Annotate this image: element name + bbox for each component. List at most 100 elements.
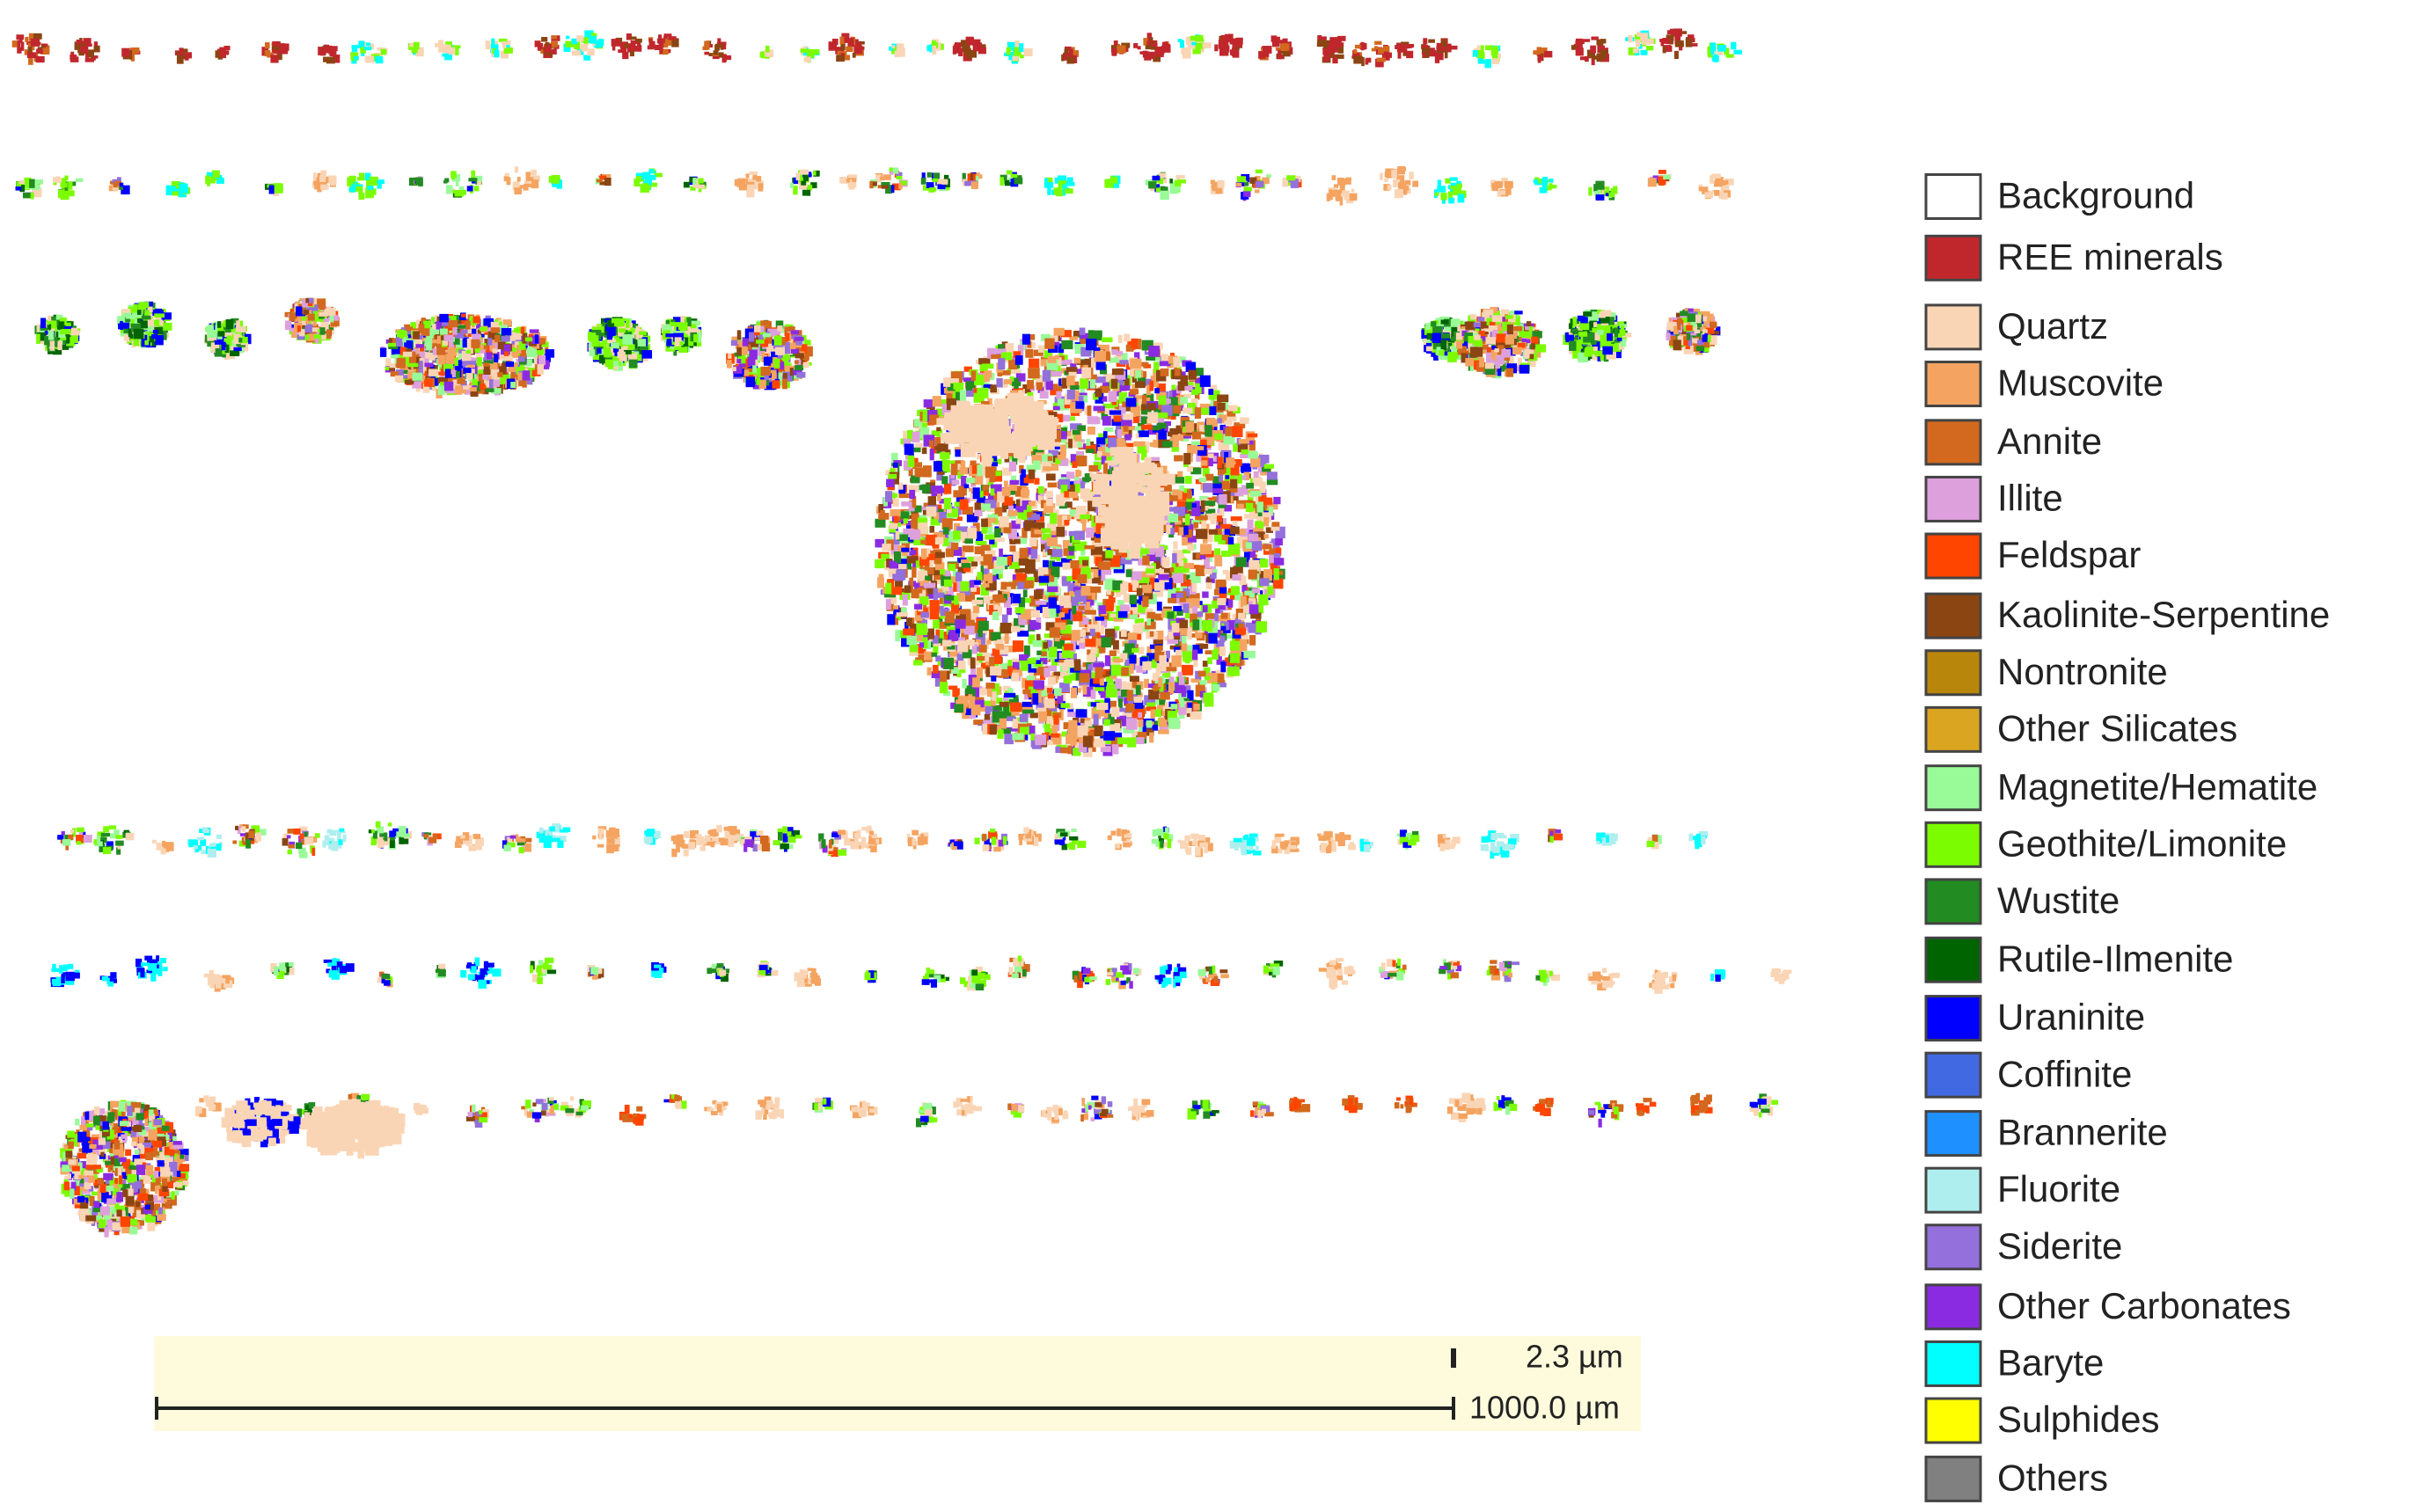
particle bbox=[1694, 836, 1702, 844]
particle bbox=[1710, 973, 1715, 982]
particle bbox=[1156, 51, 1164, 57]
particle bbox=[599, 181, 607, 186]
particle bbox=[1458, 1113, 1468, 1119]
particle bbox=[379, 832, 388, 840]
particle bbox=[502, 40, 507, 49]
particle bbox=[321, 332, 326, 340]
particle bbox=[663, 43, 669, 48]
particle bbox=[1553, 833, 1563, 841]
particle bbox=[678, 322, 688, 331]
particle bbox=[1446, 1106, 1453, 1114]
particle bbox=[1346, 969, 1356, 975]
particle bbox=[217, 331, 225, 337]
particle bbox=[1573, 43, 1583, 48]
particle bbox=[1501, 850, 1510, 858]
particle bbox=[1476, 45, 1481, 50]
particle bbox=[1164, 44, 1171, 53]
particle bbox=[1395, 971, 1404, 981]
particle bbox=[1490, 47, 1496, 56]
particle bbox=[757, 352, 765, 362]
particle bbox=[1233, 837, 1242, 843]
particle bbox=[1684, 308, 1689, 312]
particle bbox=[1052, 1104, 1058, 1113]
particle bbox=[972, 39, 981, 46]
particle bbox=[1547, 1099, 1551, 1108]
particle bbox=[1274, 834, 1282, 844]
particle bbox=[1252, 851, 1262, 856]
particle bbox=[1447, 191, 1453, 201]
particle bbox=[245, 839, 252, 849]
particle bbox=[1490, 971, 1501, 981]
particle bbox=[36, 48, 43, 54]
particle bbox=[1690, 836, 1698, 840]
particle bbox=[1620, 325, 1625, 333]
particle bbox=[1591, 56, 1595, 66]
particle bbox=[707, 1107, 714, 1112]
particle bbox=[304, 324, 313, 333]
particle bbox=[324, 835, 330, 842]
particle bbox=[284, 311, 290, 318]
particle bbox=[1509, 320, 1514, 327]
particle bbox=[1762, 1096, 1772, 1105]
particle bbox=[1509, 310, 1519, 318]
particle bbox=[44, 336, 48, 346]
particle bbox=[222, 975, 231, 979]
particle bbox=[665, 319, 670, 327]
particle bbox=[1137, 46, 1141, 50]
particle bbox=[312, 310, 320, 322]
particle bbox=[280, 47, 289, 55]
particle bbox=[731, 367, 736, 372]
particle bbox=[1505, 368, 1514, 377]
particle bbox=[1503, 328, 1511, 336]
particle bbox=[1232, 38, 1237, 48]
particle bbox=[541, 1110, 546, 1116]
particle bbox=[1763, 1105, 1768, 1111]
particle bbox=[657, 968, 663, 975]
particle bbox=[1132, 1113, 1138, 1117]
particle bbox=[268, 185, 275, 194]
particle bbox=[323, 47, 330, 54]
particle bbox=[323, 318, 330, 323]
particle bbox=[1487, 347, 1492, 353]
particle bbox=[320, 322, 329, 332]
particle bbox=[1135, 1113, 1139, 1121]
particle bbox=[1505, 315, 1513, 319]
particle bbox=[1272, 966, 1280, 975]
particle bbox=[599, 342, 607, 353]
particle bbox=[1486, 836, 1496, 843]
particle bbox=[1223, 39, 1228, 48]
particle bbox=[518, 185, 525, 189]
particle bbox=[610, 829, 619, 838]
particle bbox=[853, 41, 862, 47]
particle bbox=[1496, 1096, 1500, 1100]
particle bbox=[471, 1104, 476, 1113]
particle bbox=[1602, 979, 1610, 987]
particle bbox=[276, 972, 284, 980]
particle bbox=[1354, 44, 1361, 49]
particle bbox=[1439, 843, 1446, 851]
particle bbox=[225, 319, 234, 330]
particle bbox=[1331, 840, 1336, 850]
particle bbox=[161, 312, 172, 320]
particle bbox=[1019, 836, 1023, 845]
particle bbox=[311, 847, 316, 856]
particle bbox=[1535, 344, 1547, 353]
particle bbox=[1234, 846, 1239, 851]
particle bbox=[197, 1107, 202, 1114]
particle bbox=[868, 970, 875, 979]
particle bbox=[469, 844, 474, 851]
particle bbox=[1607, 332, 1613, 341]
particle bbox=[203, 973, 211, 978]
particle bbox=[756, 347, 765, 356]
particle bbox=[579, 1100, 583, 1110]
particle bbox=[927, 974, 934, 978]
particle bbox=[345, 963, 355, 972]
particle bbox=[1525, 325, 1534, 331]
particle bbox=[1380, 972, 1388, 979]
particle bbox=[1454, 1099, 1460, 1107]
particle bbox=[885, 185, 892, 194]
particle bbox=[488, 967, 494, 973]
particle bbox=[1594, 350, 1602, 357]
particle bbox=[1249, 177, 1257, 184]
particle bbox=[1575, 47, 1584, 56]
